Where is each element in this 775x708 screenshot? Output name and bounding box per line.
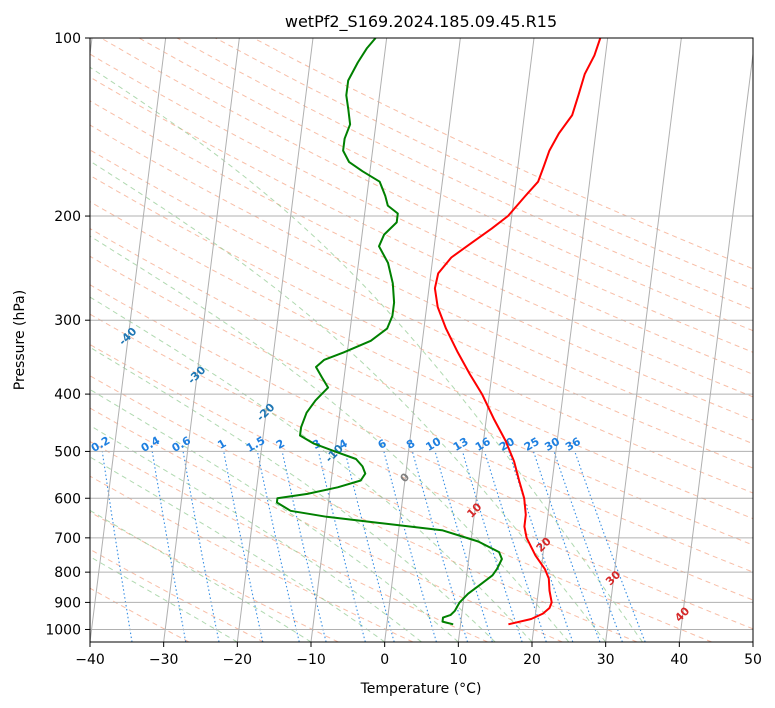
isotherm-line: [531, 38, 609, 642]
x-tick-label: −40: [75, 652, 105, 668]
mixing-ratio-line: [317, 451, 366, 642]
isotherm-line: [310, 38, 388, 642]
y-tick-label: 400: [54, 387, 81, 403]
dewpoint-line: [275, 38, 503, 626]
sounding-traces: [275, 38, 602, 626]
mixing-ratio-line: [281, 451, 327, 642]
isotherm-line: [236, 38, 314, 642]
dry-adiabat-line: [90, 511, 339, 642]
mixing-ratio-line: [411, 451, 469, 642]
mixing-ratio-line: [574, 451, 646, 642]
isotherm-line: [678, 49, 753, 642]
mixing-ratio-line: [553, 451, 623, 642]
mixing-ratio-label: 1: [215, 437, 228, 452]
moist-adiabat-line: [90, 556, 238, 642]
mixing-ratio-line: [256, 451, 300, 642]
dry-adiabat-line: [90, 313, 753, 630]
moist-adiabat-line: [90, 456, 385, 642]
mixing-ratio-line: [383, 451, 437, 642]
moist-adiabat-line: [90, 235, 570, 642]
isotherm-label: -40: [116, 325, 139, 348]
x-tick-label: 30: [597, 652, 615, 668]
isotherm-label: -60: [0, 234, 4, 257]
mixing-ratio-line: [434, 451, 493, 642]
x-tick-label: 10: [449, 652, 467, 668]
dry-adiabat-line: [90, 76, 753, 398]
x-tick-label: 20: [523, 652, 541, 668]
y-tick-label: 900: [54, 595, 81, 611]
dry-adiabat-line: [100, 38, 753, 353]
dry-adiabat-line: [90, 174, 753, 494]
isotherm-label: 0: [398, 470, 413, 485]
mixing-ratio-line: [461, 451, 523, 642]
moist-adiabat-line: [90, 388, 459, 642]
x-tick-label: 50: [744, 652, 762, 668]
isotherm-label: 40: [672, 604, 692, 624]
dry-adiabat-line: [90, 228, 753, 546]
line-labels: 0.10.20.40.611.52346810131620253036-100-…: [0, 234, 693, 625]
background-lines: [90, 38, 753, 642]
dry-adiabat-line: [90, 124, 753, 445]
y-tick-label: 500: [54, 444, 81, 460]
isotherm-label: 10: [464, 500, 484, 520]
isotherm-line: [752, 637, 753, 642]
dry-adiabat-line: [90, 53, 753, 375]
x-tick-label: 40: [670, 652, 688, 668]
moist-adiabat-line: [90, 424, 422, 642]
dry-adiabat-line: [253, 38, 753, 270]
dry-adiabat-line: [90, 548, 264, 642]
y-tick-label: 300: [54, 313, 81, 329]
dry-adiabat-line: [138, 38, 753, 332]
x-axis-title: Temperature (°C): [360, 681, 482, 697]
mixing-ratio-line: [223, 451, 264, 642]
x-tick-label: −30: [149, 652, 179, 668]
isotherm-label: -30: [185, 363, 208, 386]
axis-ticks: −40 −30 −20 −10 0 10 20 30 40 5010020030040050060…: [45, 31, 762, 668]
dry-adiabat-line: [90, 375, 638, 642]
y-tick-label: 200: [54, 209, 81, 225]
isotherm-line: [384, 38, 461, 642]
y-axis-title: Pressure (hPa): [12, 290, 28, 390]
y-tick-label: 700: [54, 531, 81, 547]
dry-adiabat-line: [215, 38, 753, 290]
y-tick-label: 800: [54, 565, 81, 581]
temperature-line: [433, 38, 602, 626]
isotherm-label: -50: [48, 279, 71, 302]
isotherm-line: [605, 38, 682, 642]
x-tick-label: −20: [223, 652, 253, 668]
plot-frame: [89, 37, 754, 643]
mixing-ratio-line: [508, 451, 574, 642]
x-tick-label: 0: [380, 652, 389, 668]
moist-adiabat-line: [90, 160, 607, 642]
isotherm-line: [457, 38, 535, 642]
dry-adiabat-line: [90, 440, 488, 642]
dry-adiabat-line: [90, 255, 753, 573]
mixing-ratio-line: [532, 451, 601, 642]
x-tick-label: −10: [296, 652, 326, 668]
y-tick-label: 600: [54, 491, 81, 507]
isotherm-label: 30: [603, 568, 623, 588]
dry-adiabat-line: [90, 407, 563, 642]
isotherm-line: [90, 38, 167, 642]
mixing-ratio-line: [484, 451, 547, 642]
isotherm-line: [163, 38, 240, 642]
y-tick-label: 1000: [45, 622, 81, 638]
dry-adiabat-line: [90, 475, 414, 642]
y-tick-label: 100: [54, 31, 81, 47]
dry-adiabat-line: [176, 38, 753, 311]
mixing-ratio-label: 8: [404, 437, 417, 452]
moist-adiabat-line: [90, 66, 643, 642]
moist-adiabat-line: [90, 296, 533, 642]
chart-title: wetPf2_S169.2024.185.09.45.R15: [285, 12, 557, 32]
dry-adiabat-line: [90, 343, 712, 642]
mixing-ratio-line: [101, 451, 133, 642]
